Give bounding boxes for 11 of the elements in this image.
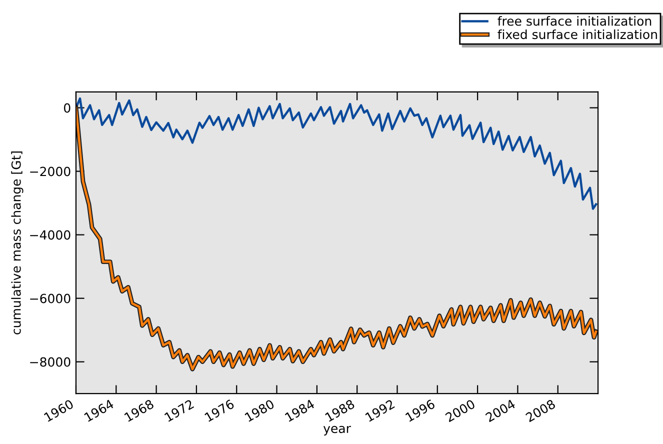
legend-label: free surface initialization <box>498 16 652 26</box>
y-tick-label: −4000 <box>30 230 70 240</box>
line-series <box>76 97 598 210</box>
y-axis-title: cumulative mass change [Gt] <box>11 152 24 334</box>
y-tick-label: −8000 <box>30 357 70 367</box>
line-series <box>76 106 598 372</box>
legend-label: fixed surface initialization <box>498 29 657 40</box>
y-tick-label: 0 <box>64 103 70 113</box>
y-tick-label: −6000 <box>30 294 70 304</box>
x-axis-title: year <box>323 426 351 436</box>
y-tick-label: −2000 <box>30 166 70 176</box>
